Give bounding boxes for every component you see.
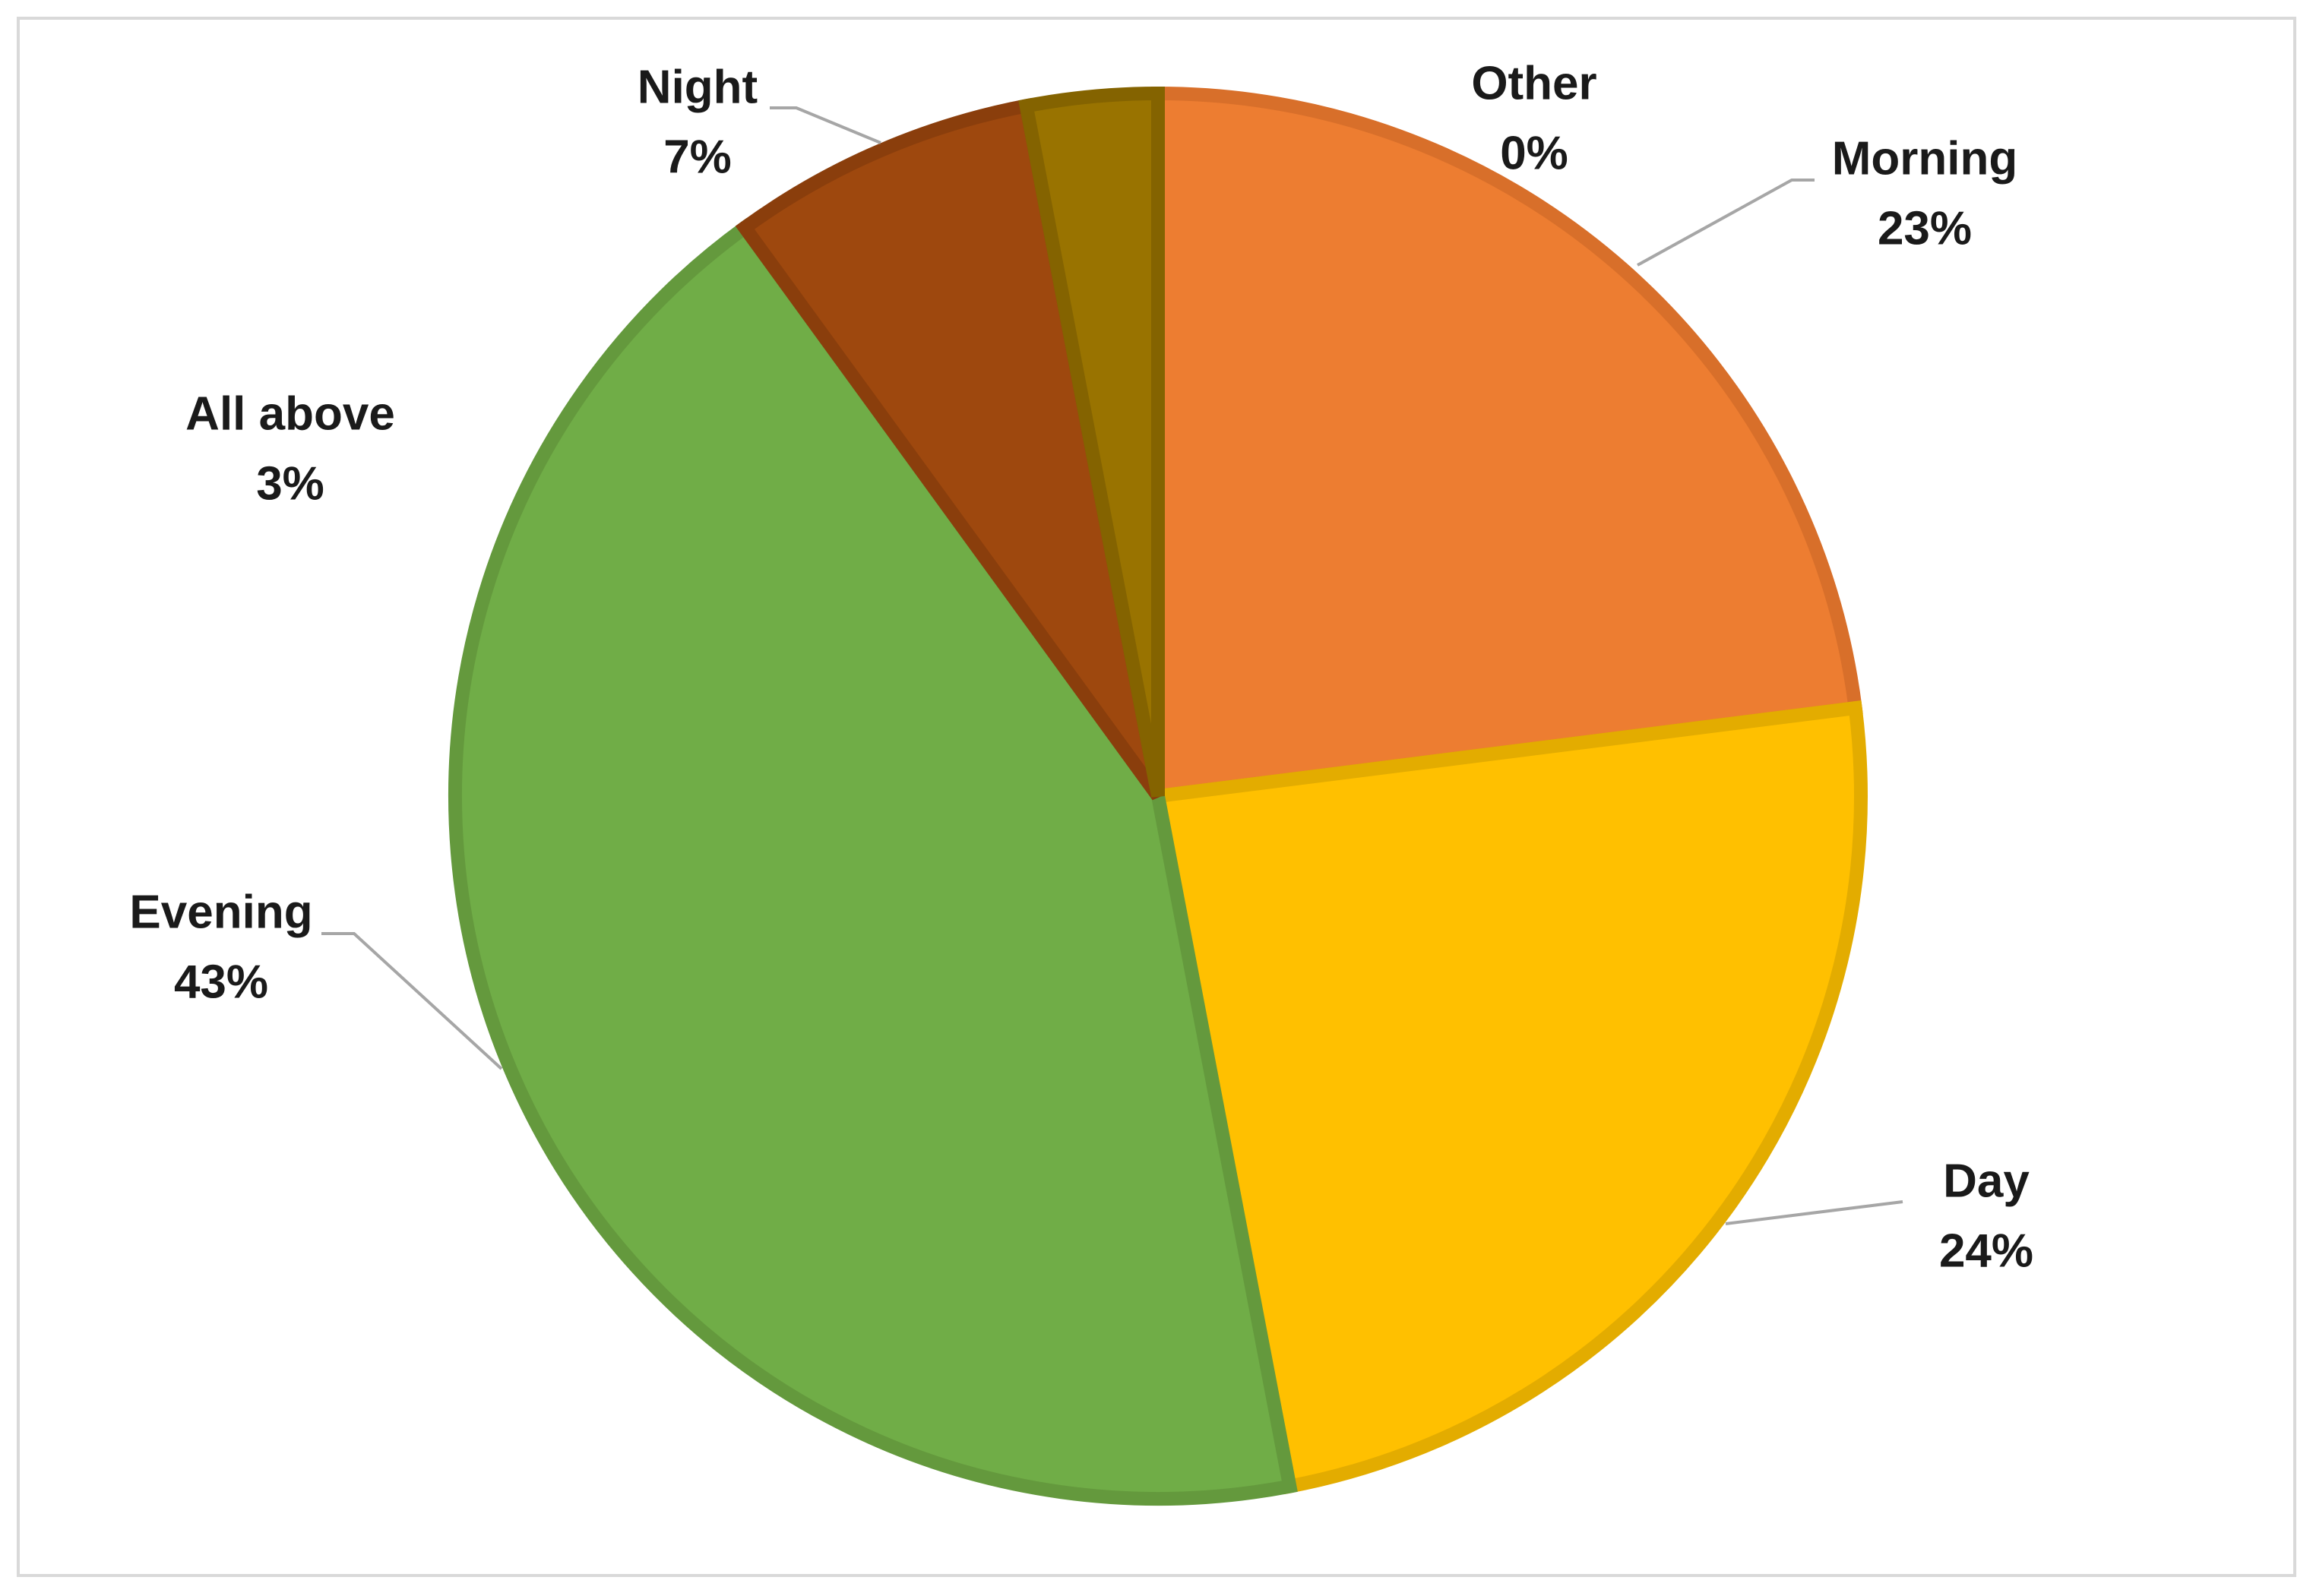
data-label-value: 3%	[256, 457, 324, 510]
pie-slice	[448, 218, 1298, 1506]
pie-slice	[1018, 86, 1165, 798]
data-label-name: Day	[1943, 1155, 2030, 1207]
leader-line	[1637, 179, 1815, 267]
pie-slice	[1151, 86, 1863, 804]
data-label-value: 7%	[663, 131, 732, 183]
data-label-name: All above	[185, 387, 395, 440]
data-label-value: 43%	[174, 956, 268, 1008]
data-label-value: 24%	[1939, 1225, 2033, 1277]
data-label-name: Evening	[129, 886, 312, 938]
leader-line	[321, 932, 503, 1070]
data-label-name: Other	[1471, 57, 1596, 109]
data-label-name: Night	[638, 61, 758, 113]
data-label-name: Morning	[1832, 132, 2018, 185]
data-label-value: 0%	[1500, 127, 1568, 179]
data-label-value: 23%	[1878, 202, 1972, 254]
leader-line	[770, 106, 881, 144]
leader-line	[1725, 1200, 1903, 1225]
pie-slice	[1150, 700, 1868, 1495]
